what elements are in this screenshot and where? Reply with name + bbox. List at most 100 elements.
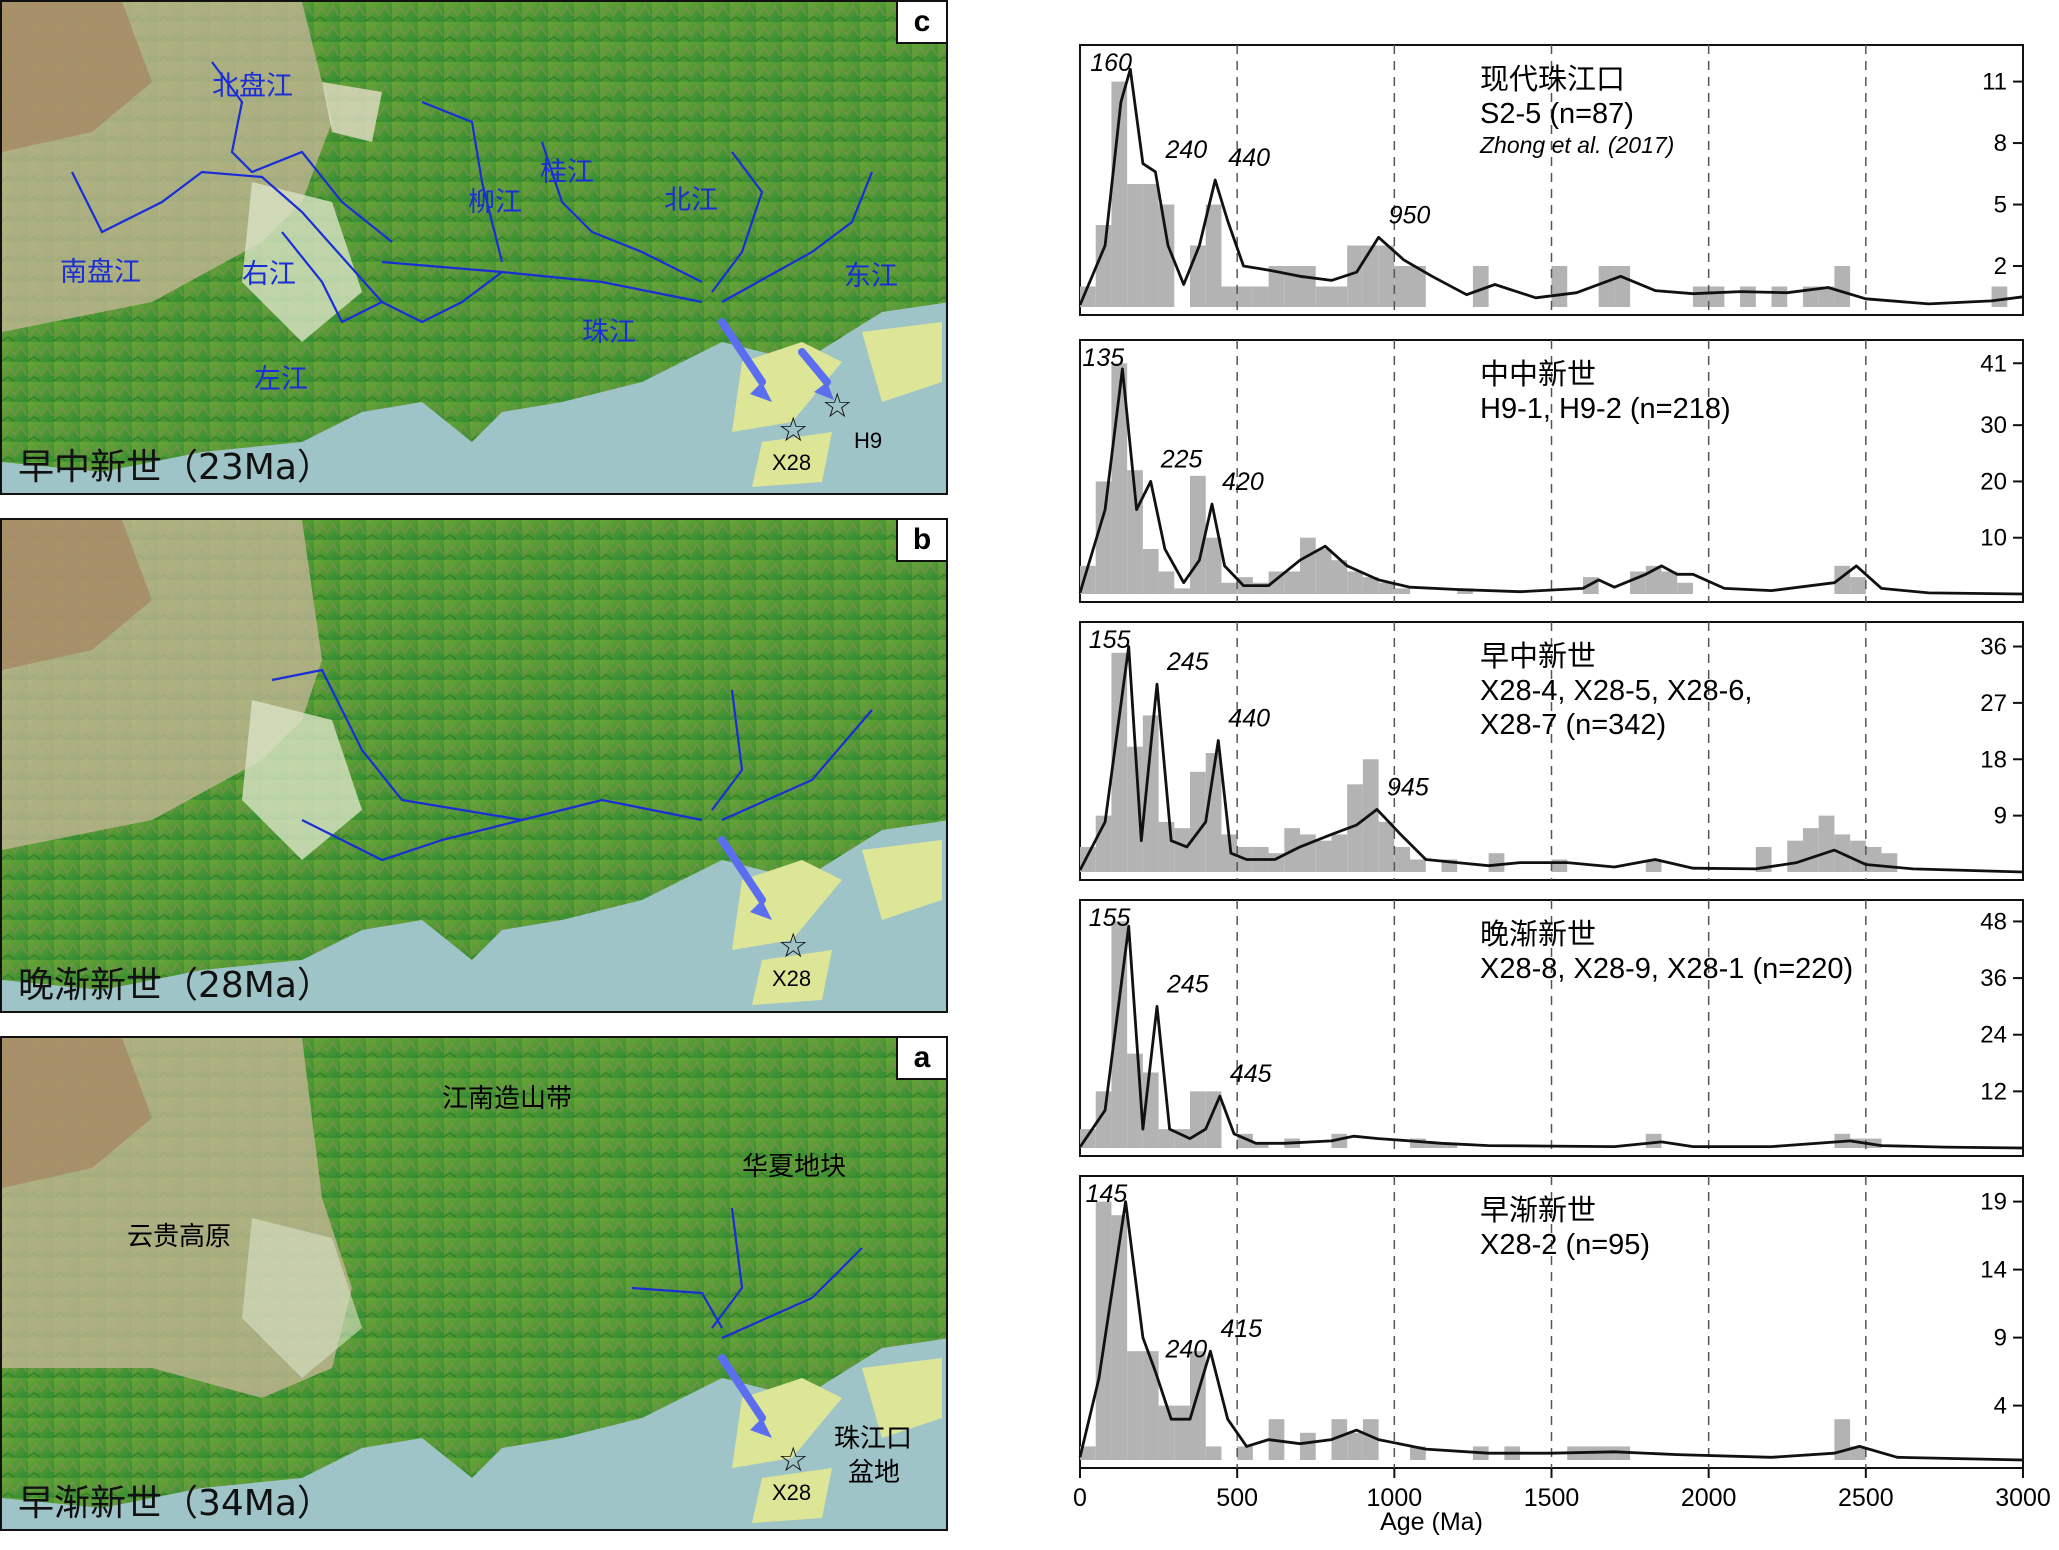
histogram-bar — [1190, 771, 1206, 872]
histogram-bar — [1394, 588, 1411, 594]
histogram-bar — [1315, 548, 1332, 594]
histogram-bar — [1347, 784, 1363, 872]
river-label-nanpanjiang: 南盘江 — [60, 257, 141, 288]
map-a-relief — [2, 1038, 946, 1529]
site-label-h9: H9 — [854, 428, 883, 453]
y-tick-label: 5 — [1994, 192, 2007, 219]
histogram-bar — [1252, 1143, 1269, 1148]
x-tick-label: 2500 — [1838, 1484, 1894, 1512]
histogram-bar — [1300, 834, 1316, 872]
histogram-bar — [1237, 1446, 1253, 1460]
panel-letter-b: b — [896, 520, 946, 562]
histogram-bar — [1142, 1351, 1159, 1460]
histogram-bar — [1472, 266, 1489, 307]
histogram-bar — [1362, 245, 1379, 307]
histogram-bar — [1881, 853, 1898, 872]
kde-curve — [1078, 367, 2024, 596]
histogram-bar — [1410, 859, 1426, 872]
y-tick-label: 10 — [1980, 525, 2007, 552]
x-tick-label: 1500 — [1524, 1484, 1580, 1512]
panel-sample: X28-2 (n=95) — [1480, 1229, 1650, 1261]
histogram-bar — [1252, 286, 1269, 307]
histogram-bar — [1410, 1138, 1426, 1148]
histogram-bar — [1834, 266, 1851, 307]
region-label-cathaysia: 华夏地块 — [742, 1152, 847, 1182]
histogram-bar — [1095, 225, 1112, 307]
panel-letter-a: a — [896, 1038, 946, 1080]
histogram-bar — [1347, 245, 1363, 307]
histogram-bar — [1111, 652, 1128, 872]
histogram-bar — [1661, 571, 1678, 594]
histogram-bar — [1205, 753, 1222, 872]
histogram-bar — [1158, 1129, 1175, 1148]
panel-letter-c: c — [896, 2, 946, 44]
histogram-bar — [1127, 746, 1143, 872]
histogram-bar — [1598, 266, 1615, 307]
histogram-bar — [1252, 582, 1269, 594]
site-star-x28: ☆ — [778, 1441, 809, 1479]
histogram-bar — [1802, 828, 1819, 872]
kde-curve — [1078, 924, 2024, 1150]
river-label-dongjiang: 东江 — [844, 261, 898, 292]
map-b-relief — [2, 520, 946, 1011]
y-tick-label: 18 — [1980, 746, 2007, 773]
river-label-liujiang: 柳江 — [468, 187, 522, 218]
kde-curve — [1078, 67, 2024, 306]
histogram-bar — [1331, 834, 1348, 872]
histogram-bar — [1378, 245, 1395, 307]
peak-label: 420 — [1222, 468, 1264, 496]
histogram-bar — [1441, 1143, 1458, 1148]
histogram-bar — [1692, 286, 1709, 307]
histogram-bar — [1174, 588, 1191, 594]
y-tick-label: 41 — [1980, 350, 2007, 377]
panel-sample: H9-1, H9-2 (n=218) — [1480, 393, 1731, 425]
panel-sample: S2-5 (n=87) — [1480, 98, 1634, 130]
histogram-bar — [1802, 286, 1819, 307]
histogram-bar — [1300, 537, 1316, 594]
histogram-bar — [1174, 828, 1191, 872]
y-tick-label: 11 — [1982, 69, 2007, 96]
histogram-bar — [1378, 821, 1395, 872]
histogram-bar — [1127, 184, 1143, 307]
river-label-zhujiang: 珠江 — [582, 317, 636, 348]
y-tick-label: 30 — [1980, 412, 2007, 439]
histogram-bar — [1300, 266, 1316, 307]
histogram-bar — [1347, 571, 1363, 594]
histogram-bar — [1080, 286, 1096, 307]
river-label-beijiang: 北江 — [664, 185, 718, 216]
site-star-x28: ☆ — [778, 411, 809, 449]
y-tick-label: 36 — [1980, 634, 2007, 661]
peak-label: 155 — [1089, 626, 1131, 654]
histogram-bar — [1347, 1432, 1363, 1460]
histogram-bar — [1850, 840, 1866, 872]
histogram-bar — [1362, 1419, 1379, 1460]
histogram-bar — [1315, 840, 1332, 872]
y-tick-label: 27 — [1980, 690, 2007, 717]
histogram-bar — [1457, 588, 1473, 594]
y-tick-label: 9 — [1994, 803, 2007, 830]
histogram-bar — [1488, 853, 1505, 872]
y-tick-label: 12 — [1980, 1078, 2007, 1105]
histogram-bar — [1127, 1351, 1143, 1460]
histogram-bar — [1095, 1201, 1112, 1460]
histogram-bar — [1221, 582, 1238, 594]
map-panel-c: c 北盘江 南盘江 右江 左江 柳江 桂江 北江 东江 珠江 ☆ X28 ☆ H… — [0, 0, 948, 495]
river-label-zuojiang: 左江 — [254, 364, 308, 395]
histogram-bar — [1221, 834, 1238, 872]
histogram-bar — [1205, 204, 1222, 307]
histogram-bar — [1190, 245, 1206, 307]
histogram-bar — [1127, 470, 1143, 594]
kde-curve — [1078, 645, 2024, 874]
y-tick-label: 24 — [1980, 1022, 2007, 1049]
region-label-jiangnan: 江南造山带 — [442, 1084, 573, 1114]
map-title-c: 早中新世（23Ma） — [18, 447, 333, 488]
basin-label-line1: 珠江口 — [834, 1424, 913, 1454]
histogram-bar — [1614, 266, 1631, 307]
histogram-bar — [1850, 577, 1866, 594]
histogram-bar — [1300, 1432, 1316, 1460]
map-title-b: 晚渐新世（28Ma） — [18, 965, 333, 1006]
river-label-guijiang: 桂江 — [540, 157, 594, 188]
site-label-x28: X28 — [772, 450, 812, 475]
histogram-bar — [1190, 1351, 1206, 1460]
